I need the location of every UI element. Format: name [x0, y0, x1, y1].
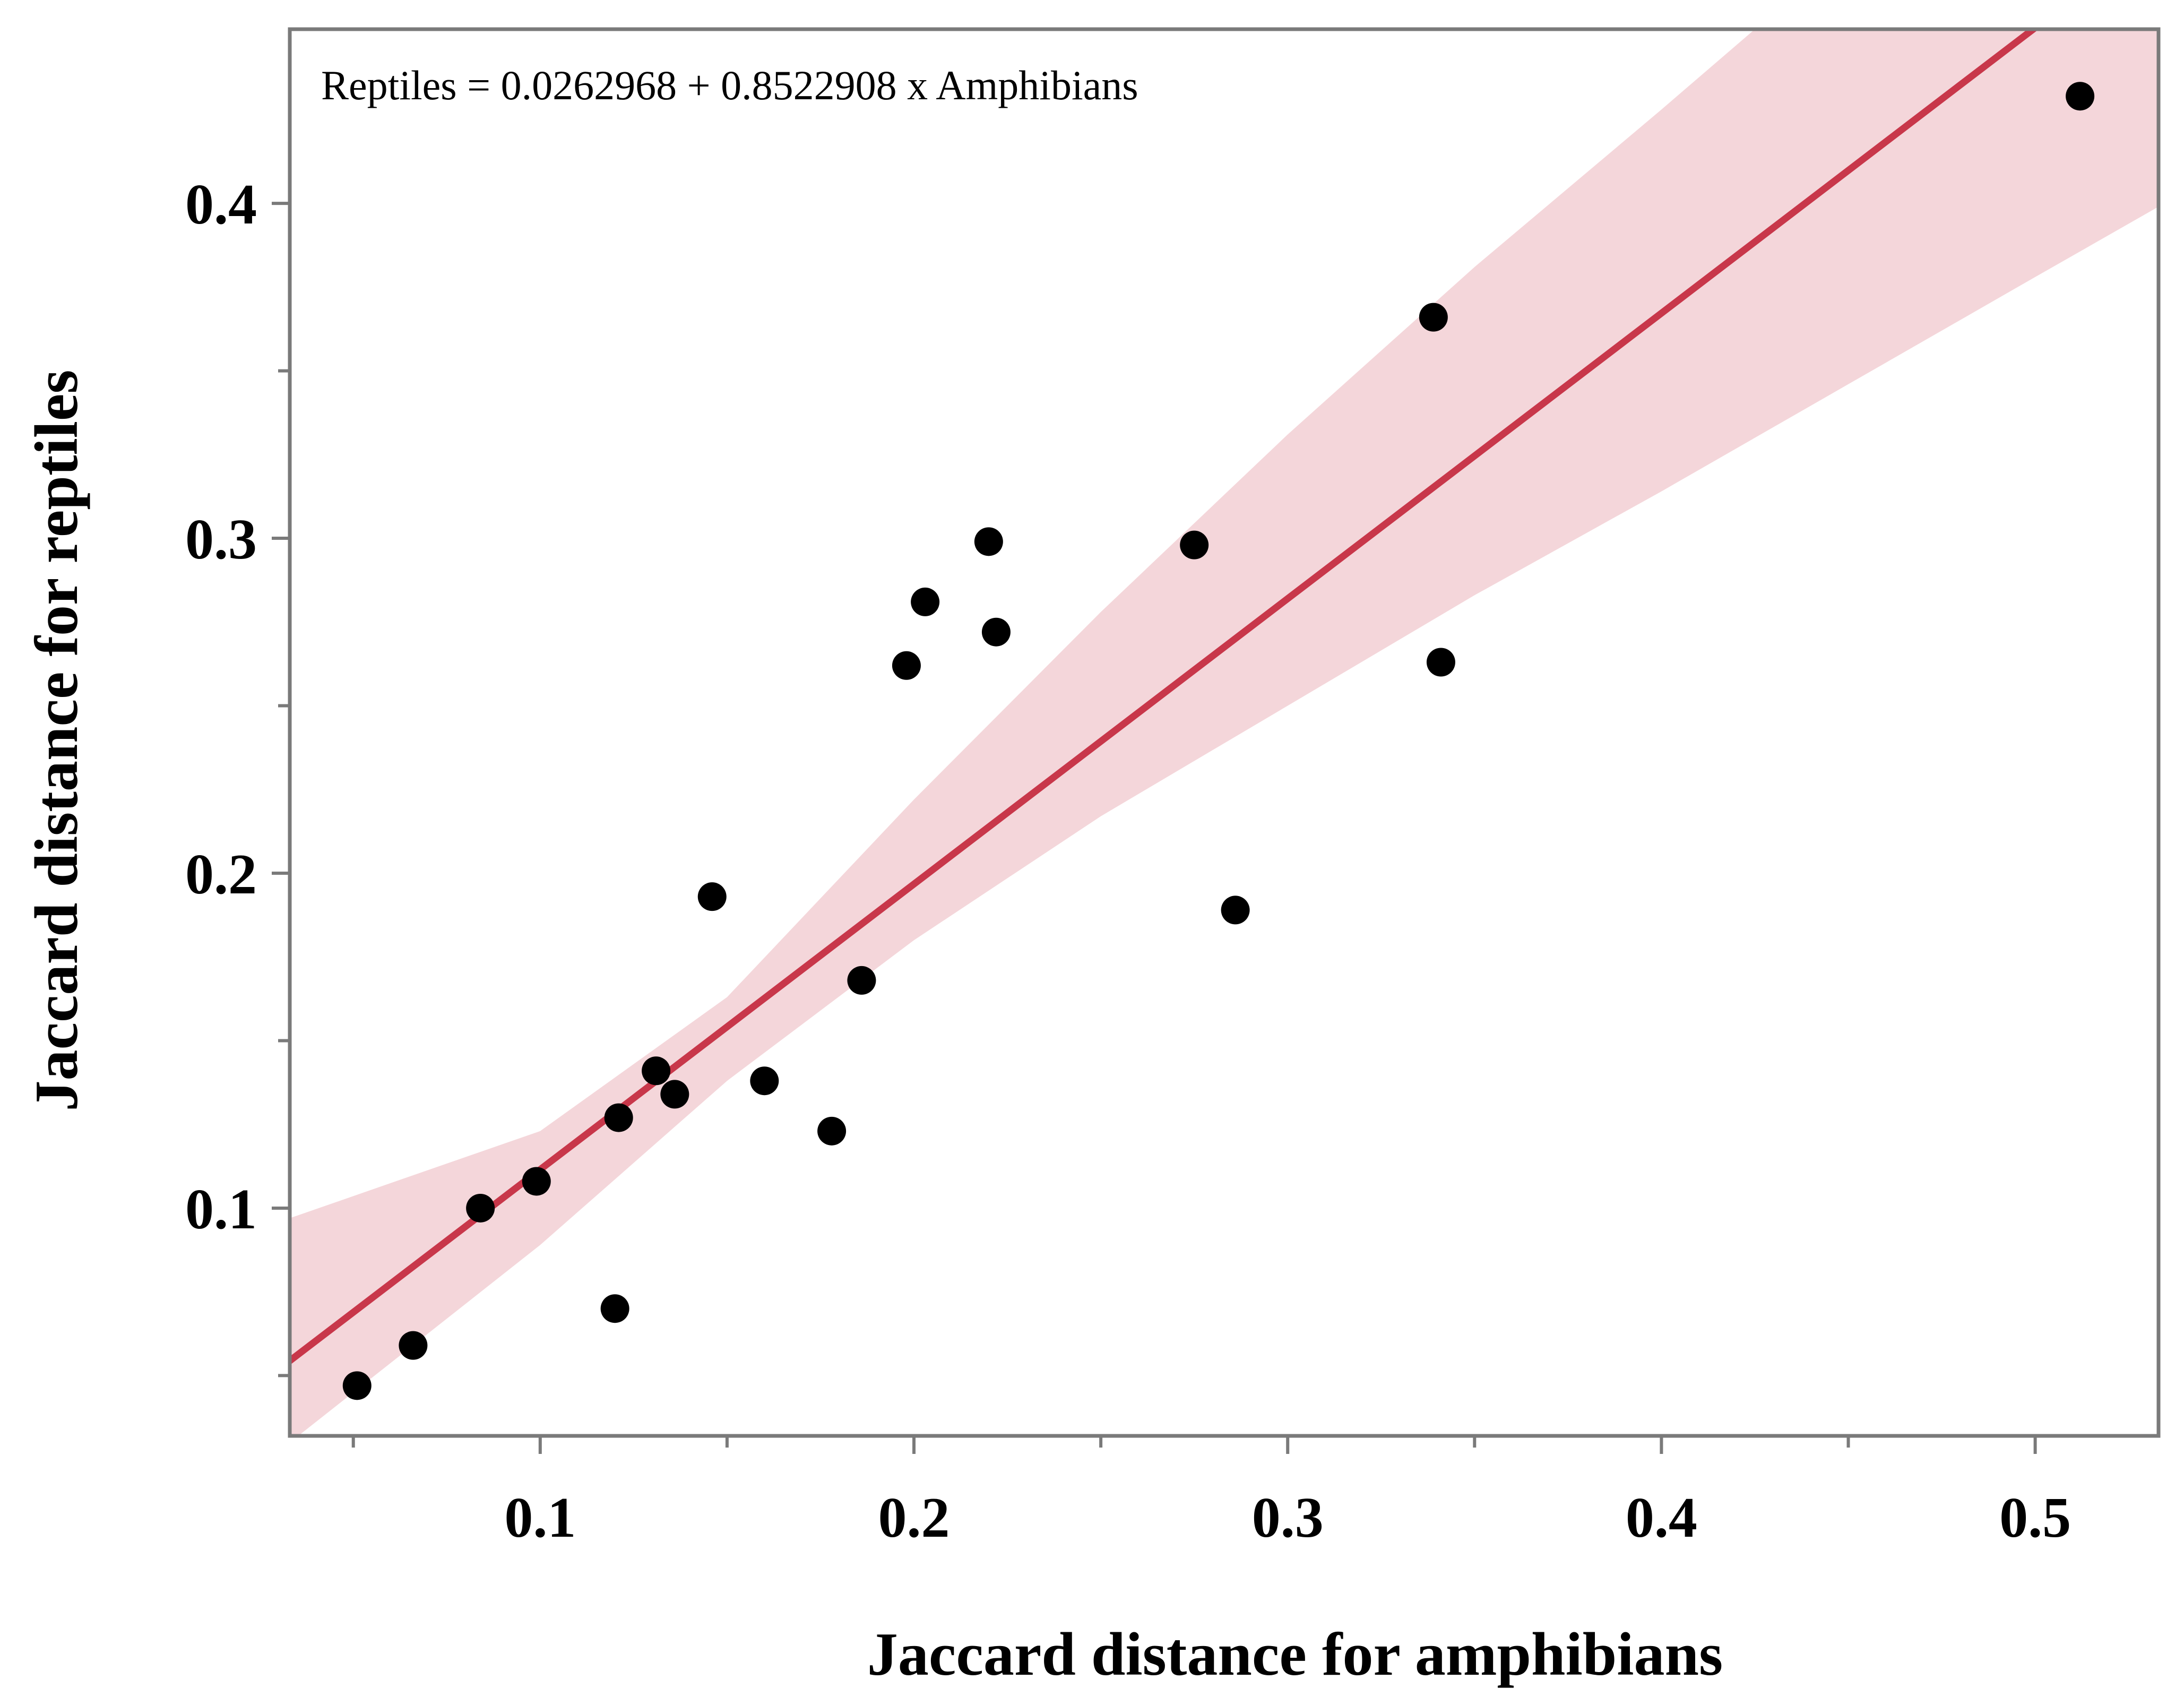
- regression-line-layer: [290, 29, 2039, 1365]
- data-point: [892, 651, 921, 680]
- x-tick-label: 0.2: [878, 1486, 950, 1549]
- plot-frame: [288, 27, 2161, 1438]
- x-tick-label: 0.3: [1252, 1486, 1324, 1549]
- data-point: [974, 527, 1003, 556]
- data-point: [342, 1371, 372, 1400]
- data-point: [847, 966, 876, 995]
- data-point: [1426, 648, 1455, 677]
- data-point: [642, 1056, 671, 1086]
- data-point: [600, 1294, 629, 1323]
- confidence-band: [290, 29, 2159, 1436]
- data-point: [981, 617, 1011, 647]
- y-tick-label: 0.4: [185, 173, 257, 236]
- data-point: [911, 587, 940, 616]
- data-point: [466, 1193, 495, 1222]
- data-point: [750, 1066, 779, 1096]
- data-point: [604, 1103, 633, 1132]
- data-point: [1419, 303, 1448, 332]
- x-axis-title: Jaccard distance for amphibians: [867, 1621, 1723, 1689]
- tick-labels-layer: 0.1 0.2 0.3 0.4 0.5 0.1 0.2 0.3 0.4: [185, 173, 2071, 1549]
- x-tick-label: 0.5: [1999, 1486, 2071, 1549]
- x-tick-label: 0.4: [1626, 1486, 1697, 1549]
- data-point: [2066, 82, 2095, 111]
- y-tick-label: 0.3: [185, 508, 257, 571]
- data-point: [399, 1331, 428, 1360]
- data-point: [522, 1167, 551, 1196]
- data-point: [1221, 895, 1250, 925]
- y-tick-label: 0.1: [185, 1178, 257, 1241]
- data-point: [660, 1080, 689, 1109]
- y-axis-title: Jaccard distance for reptiles: [23, 369, 91, 1111]
- confidence-band-layer: [290, 29, 2159, 1436]
- regression-line: [290, 29, 2039, 1365]
- x-tick-label: 0.1: [504, 1486, 576, 1549]
- data-point: [697, 882, 727, 911]
- axis-ticks-layer: [272, 202, 2037, 1454]
- data-points-layer: [342, 82, 2095, 1400]
- y-tick-label: 0.2: [185, 843, 257, 906]
- regression-equation: Reptiles = 0.0262968 + 0.8522908 x Amphi…: [321, 62, 1138, 108]
- data-point: [1180, 530, 1209, 559]
- data-point: [817, 1116, 847, 1146]
